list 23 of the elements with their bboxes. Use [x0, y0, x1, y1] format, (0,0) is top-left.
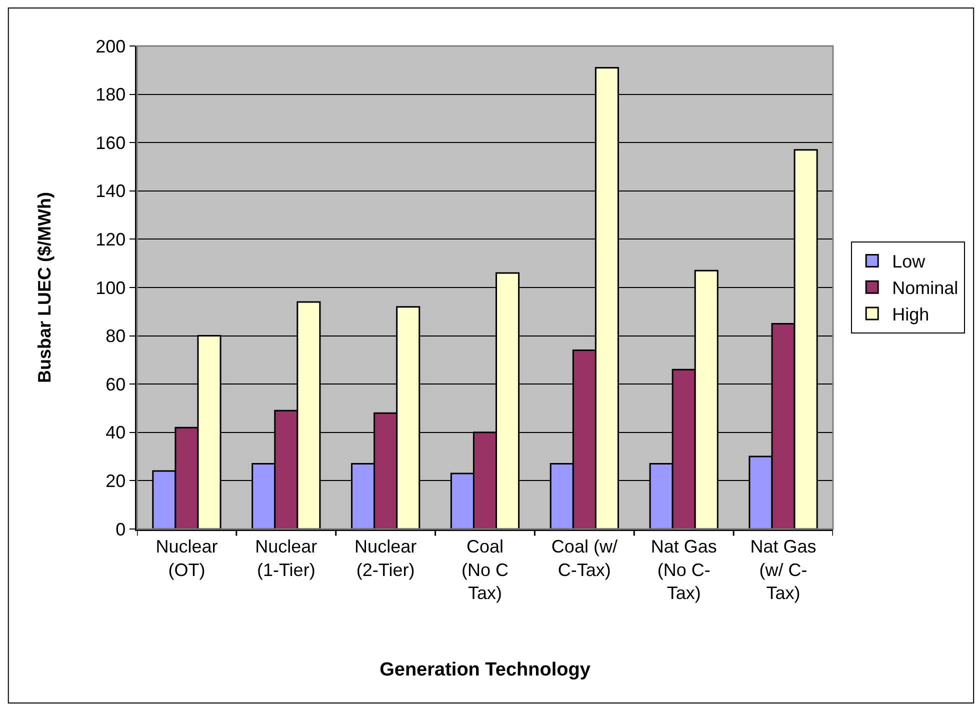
x-tick-label: Coal (w/ C-Tax) — [551, 536, 618, 580]
x-axis-title: Generation Technology — [380, 659, 591, 680]
y-tick-label: 200 — [96, 36, 126, 56]
y-tick-label: 80 — [106, 326, 126, 346]
legend-label: Nominal — [892, 278, 958, 298]
x-tick-label: Nat Gas (No C- Tax) — [650, 536, 717, 604]
y-tick-label: 160 — [96, 132, 126, 153]
y-tick-label: 100 — [96, 278, 126, 298]
x-tick-label: Nat Gas (w/ C- Tax) — [750, 536, 816, 604]
y-tick-label: 60 — [106, 374, 126, 394]
y-axis-title: Busbar LUEC ($/MWh) — [34, 192, 54, 383]
y-tick-label: 180 — [96, 84, 126, 105]
x-tick-label: Nuclear (OT) — [156, 536, 218, 580]
y-tick-label: 20 — [106, 471, 126, 491]
y-tick-label: 140 — [96, 181, 126, 202]
x-tick-label: Nuclear (2-Tier) — [354, 536, 417, 580]
x-tick-label: Coal (No C Tax) — [461, 536, 509, 604]
y-tick-label: 0 — [116, 519, 126, 540]
legend-label: High — [892, 304, 930, 325]
y-tick-label: 120 — [96, 230, 126, 250]
y-tick-label: 40 — [106, 422, 126, 443]
x-tick-label: Nuclear (1-Tier) — [255, 536, 318, 580]
legend-label: Low — [892, 252, 926, 272]
